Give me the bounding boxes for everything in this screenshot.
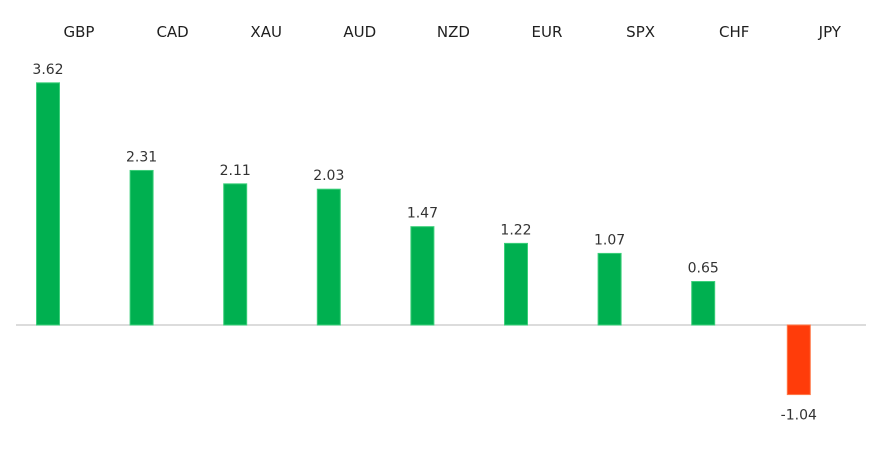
value-label-nzd: 1.47 — [407, 206, 438, 222]
bar-aud — [316, 188, 341, 326]
bar-jpy — [786, 324, 811, 396]
value-label-chf: 0.65 — [688, 261, 719, 277]
category-label-eur: EUR — [532, 23, 563, 41]
bar-cad — [129, 169, 154, 326]
category-label-chf: CHF — [719, 23, 749, 41]
category-label-jpy: JPY — [818, 23, 842, 41]
value-label-aud: 2.03 — [313, 168, 344, 184]
bar-eur — [504, 242, 528, 326]
value-label-gbp: 3.62 — [32, 62, 63, 78]
bar-chf — [691, 281, 716, 326]
value-label-eur: 1.22 — [500, 222, 531, 238]
category-label-cad: CAD — [156, 23, 188, 41]
value-label-jpy: -1.04 — [781, 408, 817, 424]
category-labels: GBP CAD XAU AUD NZD EUR SPX CHF JPY — [64, 23, 842, 41]
value-label-spx: 1.07 — [594, 232, 625, 248]
category-label-gbp: GBP — [64, 23, 95, 41]
value-labels: 3.62 2.31 2.11 2.03 1.47 1.22 1.07 0.65 -1.04 — [32, 62, 817, 424]
category-label-spx: SPX — [626, 23, 655, 41]
bars-group — [36, 82, 811, 396]
value-label-cad: 2.31 — [126, 149, 157, 165]
bar-nzd — [410, 226, 435, 326]
bar-xau — [223, 183, 248, 326]
category-label-nzd: NZD — [437, 23, 470, 41]
value-label-xau: 2.11 — [220, 163, 251, 179]
bar-spx — [597, 252, 622, 326]
bar-gbp — [36, 82, 60, 326]
category-label-aud: AUD — [343, 23, 376, 41]
category-label-xau: XAU — [250, 23, 282, 41]
